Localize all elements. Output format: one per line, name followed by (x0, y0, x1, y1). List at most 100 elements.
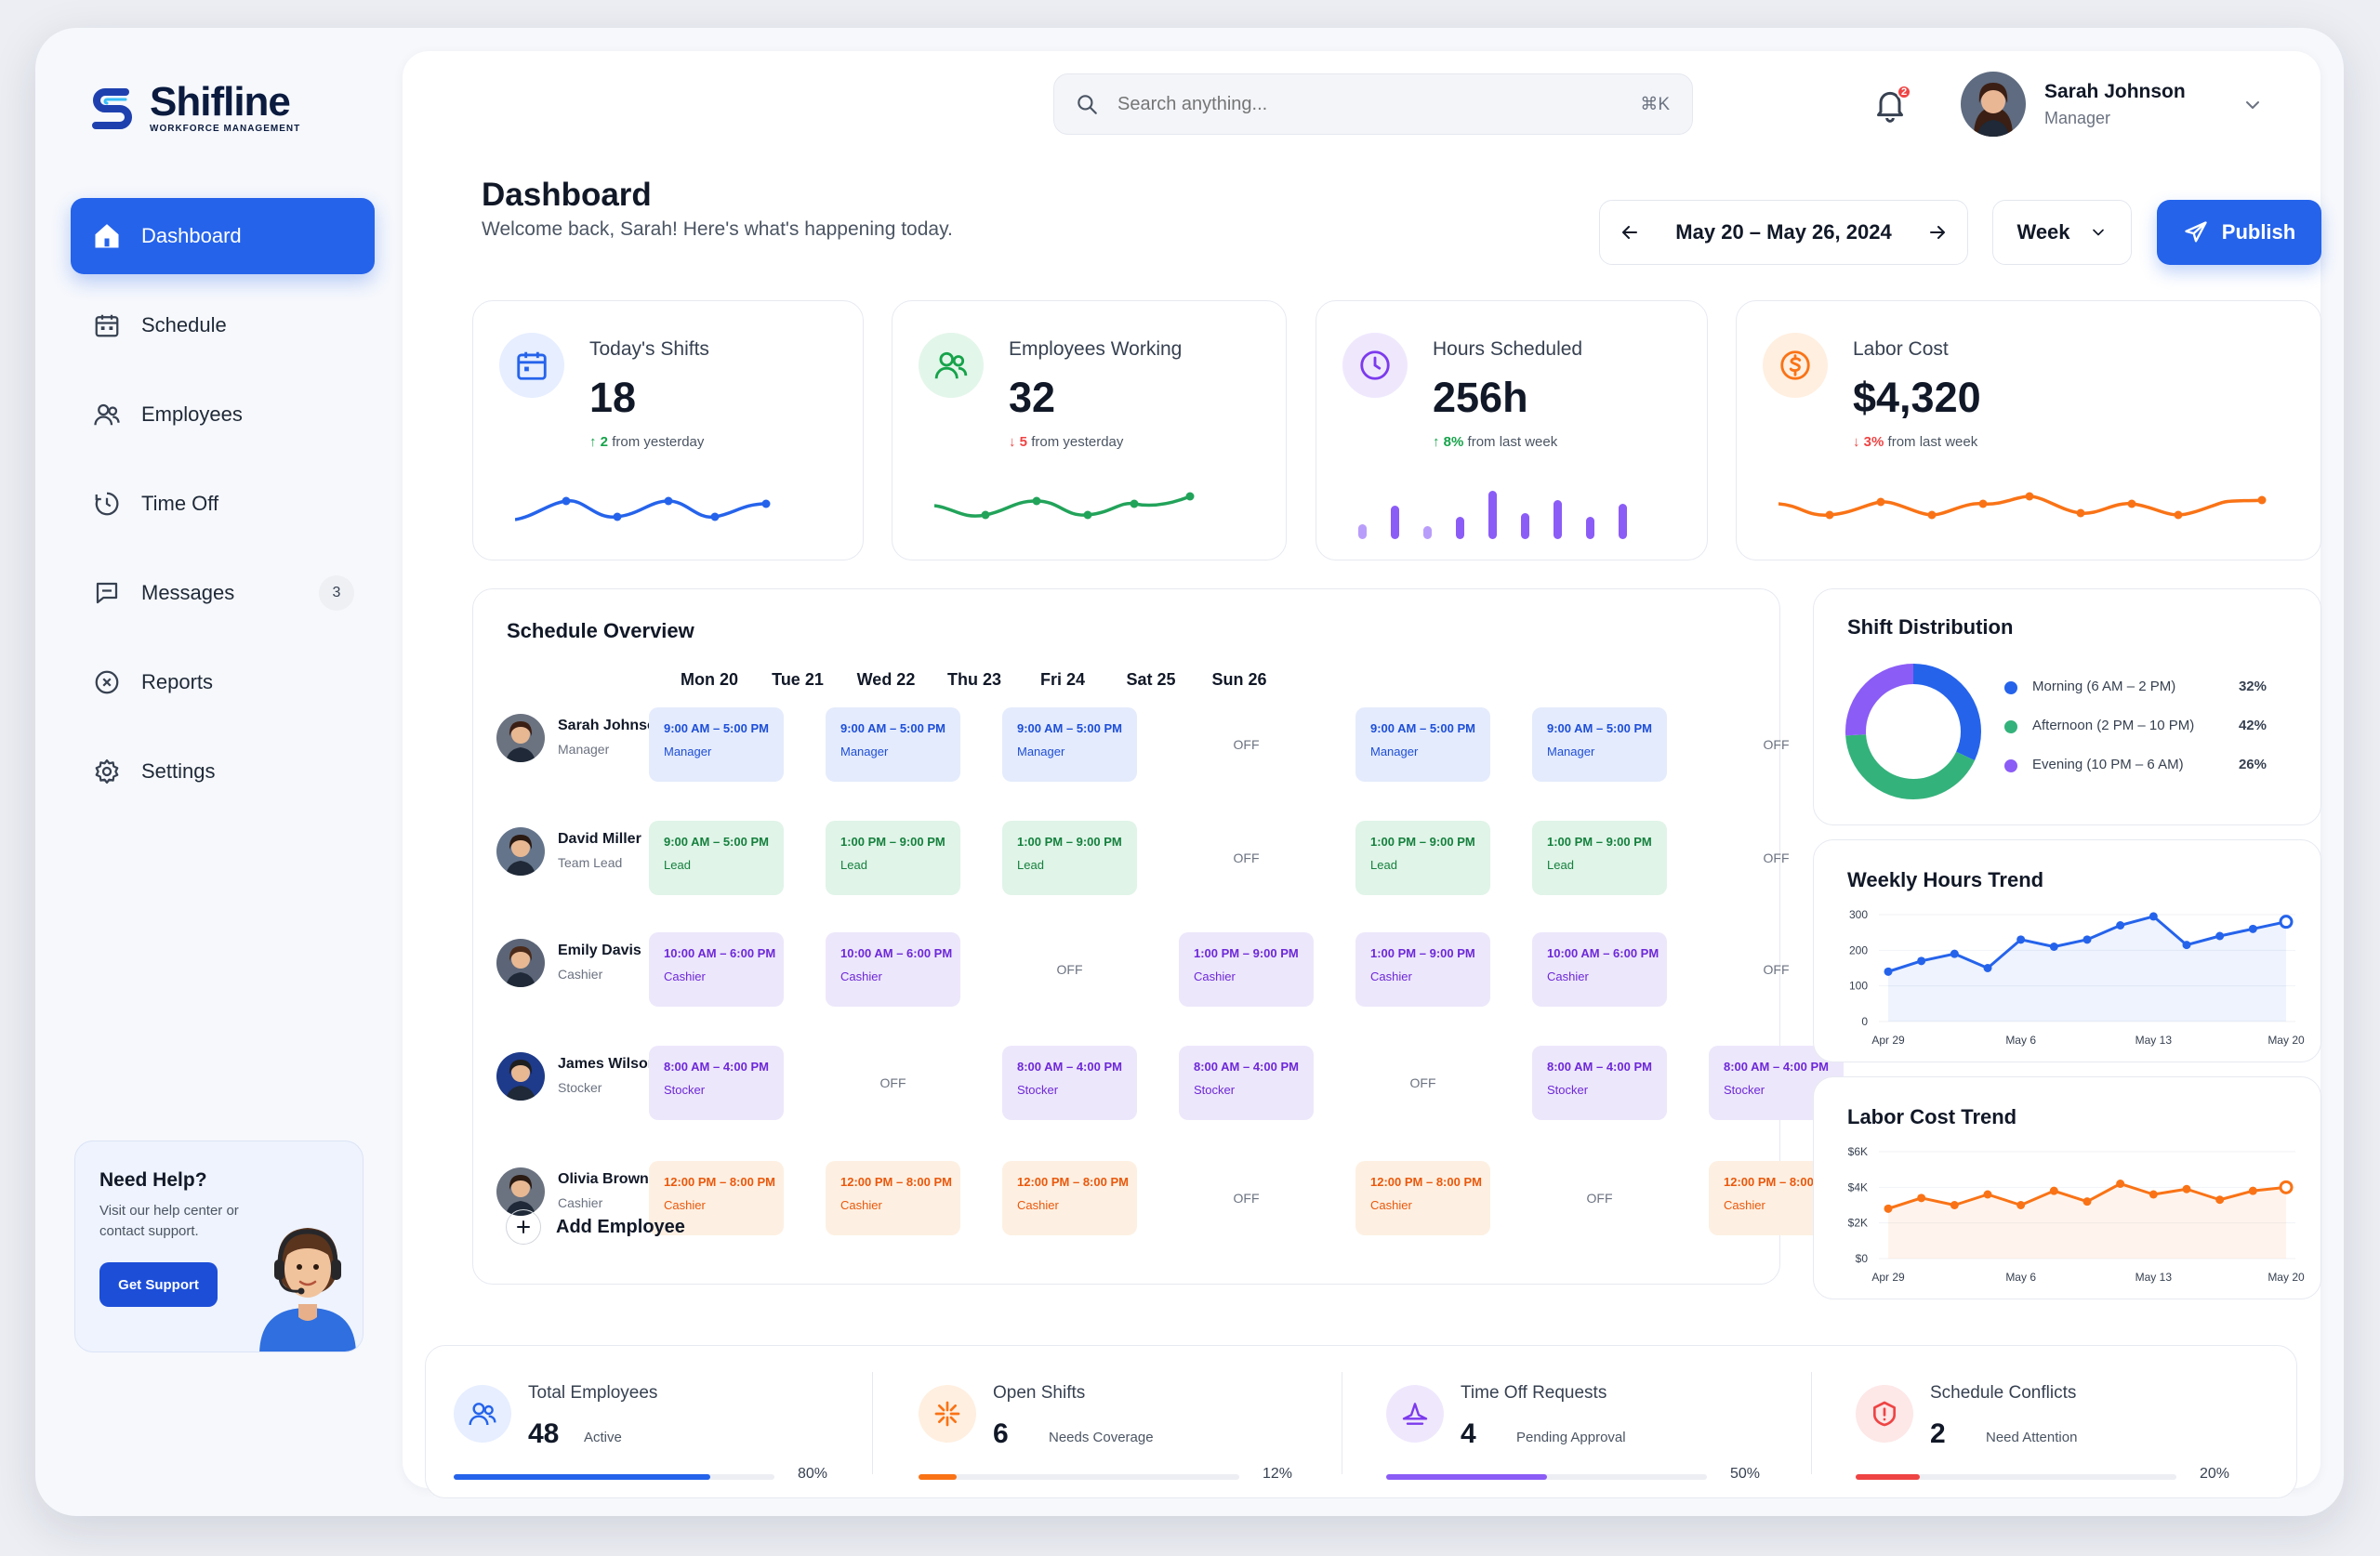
summary-time-off-requests[interactable]: Time Off Requests 4 Pending Approval 50% (1358, 1346, 1809, 1499)
employee-row-header[interactable]: Sarah JohnsonManager32h (496, 701, 734, 785)
shift-cell[interactable]: 8:00 AM – 4:00 PM Stocker (1532, 1046, 1667, 1120)
donut-slice[interactable] (1845, 664, 1981, 799)
notification-bell-icon[interactable] (1871, 85, 1909, 124)
user-name[interactable]: Sarah Johnson (2044, 81, 2186, 102)
off-cell[interactable]: OFF (1233, 737, 1260, 752)
kpi-card-labor-cost[interactable]: Labor Cost $4,320 ↓ 3% from last week (1736, 300, 2321, 560)
shift-role: Lead (1370, 858, 1397, 872)
data-point[interactable] (2215, 931, 2225, 941)
icon-bg (919, 1385, 976, 1443)
data-point[interactable] (1983, 1190, 1992, 1199)
sidebar-item-employees[interactable]: Employees (71, 376, 375, 453)
arrow-right-icon[interactable] (1926, 221, 1949, 244)
off-cell[interactable]: OFF (1056, 962, 1083, 977)
shift-cell[interactable]: 12:00 PM – 8:00 PM Cashier (1355, 1161, 1490, 1235)
kpi-card-hours-scheduled[interactable]: Hours Scheduled 256h ↑ 8% from last week (1316, 300, 1708, 560)
data-point[interactable] (1917, 956, 1926, 966)
shift-cell[interactable]: 9:00 AM – 5:00 PM Manager (1355, 707, 1490, 782)
shift-cell[interactable]: 1:00 PM – 9:00 PM Lead (1355, 821, 1490, 895)
data-point[interactable] (2016, 1201, 2026, 1209)
shift-cell[interactable]: 1:00 PM – 9:00 PM Lead (826, 821, 960, 895)
off-cell[interactable]: OFF (1763, 962, 1790, 977)
kpi-card-employees-working[interactable]: Employees Working 32 ↓ 5 from yesterday (892, 300, 1287, 560)
shift-cell[interactable]: 9:00 AM – 5:00 PM Manager (649, 707, 784, 782)
shift-cell[interactable]: 1:00 PM – 9:00 PM Cashier (1179, 932, 1314, 1007)
shift-cell[interactable]: 10:00 AM – 6:00 PM Cashier (649, 932, 784, 1007)
shift-cell[interactable]: 9:00 AM – 5:00 PM Manager (1532, 707, 1667, 782)
shift-cell[interactable]: 10:00 AM – 6:00 PM Cashier (1532, 932, 1667, 1007)
progress-track (1856, 1474, 2176, 1480)
data-point[interactable] (2149, 1190, 2158, 1199)
sidebar-item-settings[interactable]: Settings (71, 733, 375, 810)
data-point[interactable] (2248, 924, 2257, 933)
summary-total-employees[interactable]: Total Employees 48 Active 80% (426, 1346, 877, 1499)
shift-cell[interactable]: 12:00 PM – 8:00 PM Cashier (649, 1161, 784, 1235)
brand-logo[interactable]: Shifline WORKFORCE MANAGEMENT (85, 79, 300, 135)
data-point[interactable] (1950, 949, 1959, 958)
data-point[interactable] (2182, 941, 2191, 950)
user-avatar[interactable] (1961, 72, 2026, 137)
off-cell[interactable]: OFF (1763, 737, 1790, 752)
sidebar-item-schedule[interactable]: Schedule (71, 287, 375, 363)
period-select[interactable]: Week (1992, 200, 2132, 265)
data-point[interactable] (2082, 1197, 2092, 1207)
shift-cell[interactable]: 9:00 AM – 5:00 PM Manager (1002, 707, 1137, 782)
data-point[interactable] (1884, 1204, 1893, 1213)
shift-cell[interactable]: 12:00 PM – 8:00 PM Cashier (1002, 1161, 1137, 1235)
search-input[interactable] (1117, 93, 1638, 115)
get-support-button[interactable]: Get Support (99, 1262, 218, 1307)
day-header: Fri 24 (1039, 670, 1086, 689)
shift-cell[interactable]: 10:00 AM – 6:00 PM Cashier (826, 932, 960, 1007)
data-point[interactable] (2049, 1186, 2058, 1195)
shift-cell[interactable]: 8:00 AM – 4:00 PM Stocker (649, 1046, 784, 1120)
data-point[interactable] (1917, 1193, 1926, 1203)
data-point[interactable] (2248, 1186, 2257, 1195)
shift-cell[interactable]: 8:00 AM – 4:00 PM Stocker (1002, 1046, 1137, 1120)
data-point[interactable] (2279, 1180, 2294, 1194)
shift-cell[interactable]: 1:00 PM – 9:00 PM Cashier (1355, 932, 1490, 1007)
search-bar[interactable]: ⌘K (1053, 73, 1693, 135)
shift-cell[interactable]: 1:00 PM – 9:00 PM Lead (1002, 821, 1137, 895)
shift-cell[interactable]: 1:00 PM – 9:00 PM Lead (1532, 821, 1667, 895)
data-point[interactable] (1983, 964, 1992, 972)
data-point[interactable] (1884, 967, 1893, 976)
data-point[interactable] (2149, 912, 2158, 921)
shift-cell[interactable]: 9:00 AM – 5:00 PM Manager (826, 707, 960, 782)
sidebar-item-time-off[interactable]: Time Off (71, 466, 375, 542)
off-cell[interactable]: OFF (1409, 1075, 1436, 1090)
chevron-down-icon[interactable] (2241, 94, 2264, 116)
summary-open-shifts[interactable]: Open Shifts 6 Needs Coverage 12% (891, 1346, 1342, 1499)
off-cell[interactable]: OFF (1763, 851, 1790, 865)
shift-cell[interactable]: 12:00 PM – 8:00 PM Cashier (826, 1161, 960, 1235)
sidebar-item-reports[interactable]: Reports (71, 644, 375, 720)
data-point[interactable] (2279, 915, 2294, 930)
date-range-label[interactable]: May 20 – May 26, 2024 (1675, 220, 1892, 244)
data-point[interactable] (2116, 921, 2125, 930)
kpi-card-todays-shifts[interactable]: Today's Shifts 18 ↑ 2 from yesterday (472, 300, 864, 560)
arrow-left-icon[interactable] (1619, 221, 1641, 244)
data-point[interactable] (2215, 1195, 2225, 1205)
data-point[interactable] (2082, 935, 2092, 944)
off-cell[interactable]: OFF (879, 1075, 906, 1090)
donut-slice[interactable] (1845, 664, 1981, 799)
sidebar-item-messages[interactable]: Messages 3 (71, 555, 375, 631)
kpi-delta: ↓ 3% from last week (1853, 434, 1977, 450)
data-point[interactable] (2182, 1184, 2191, 1193)
sidebar-item-dashboard[interactable]: Dashboard (71, 198, 375, 274)
employee-row-header[interactable]: James WilsonStocker20h (496, 1039, 734, 1123)
summary-schedule-conflicts[interactable]: Schedule Conflicts 2 Need Attention 20% (1828, 1346, 2279, 1499)
off-cell[interactable]: OFF (1233, 851, 1260, 865)
shift-cell[interactable]: 8:00 AM – 4:00 PM Stocker (1179, 1046, 1314, 1120)
publish-button[interactable]: Publish (2157, 200, 2321, 265)
off-cell[interactable]: OFF (1586, 1191, 1613, 1206)
data-point[interactable] (2116, 1180, 2125, 1188)
off-cell[interactable]: OFF (1233, 1191, 1260, 1206)
data-point[interactable] (2016, 935, 2026, 944)
shift-role: Stocker (1017, 1083, 1059, 1097)
data-point[interactable] (1950, 1201, 1959, 1209)
add-employee-button[interactable]: Add Employee (506, 1209, 685, 1245)
employee-row-header[interactable]: Emily DavisCashier24h (496, 926, 734, 1009)
data-point[interactable] (2049, 943, 2058, 951)
shift-cell[interactable]: 9:00 AM – 5:00 PM Lead (649, 821, 784, 895)
